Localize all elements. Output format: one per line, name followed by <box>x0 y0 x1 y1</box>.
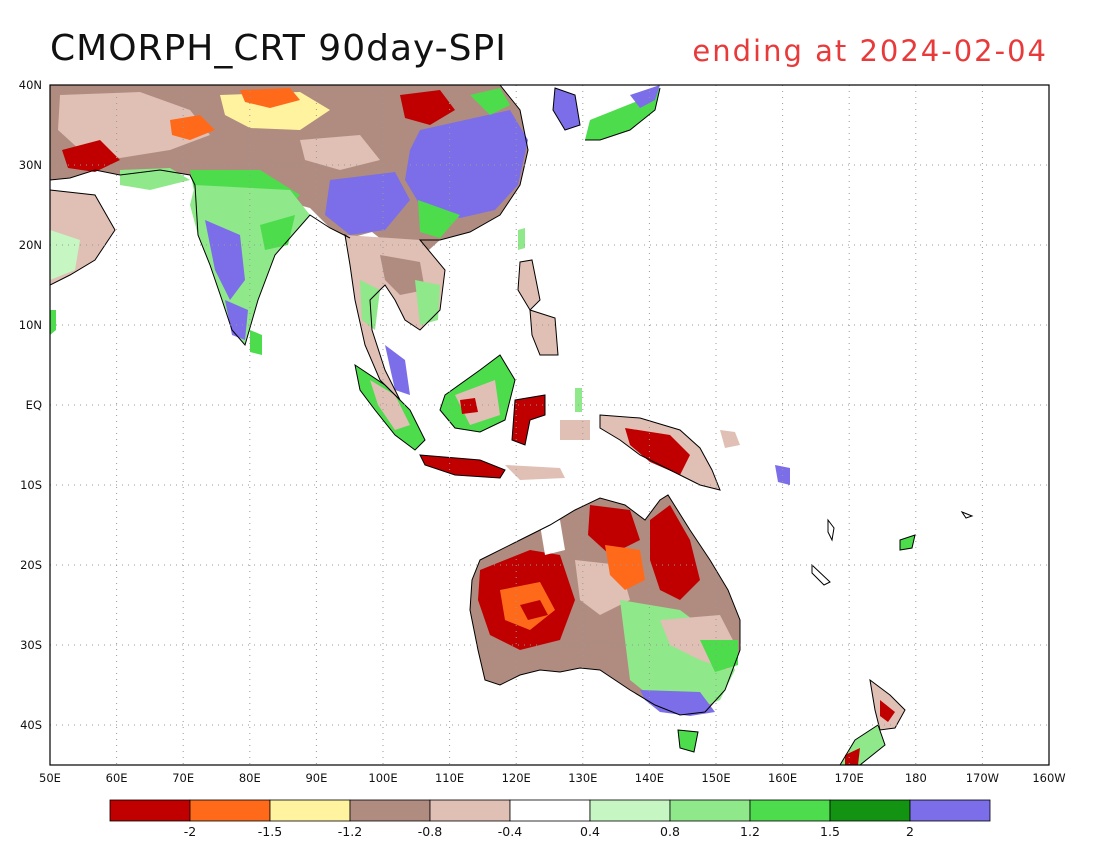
lon-tick-label: 130E <box>568 771 597 785</box>
colorbar-swatch <box>909 799 991 822</box>
lat-tick-label: 20N <box>19 238 42 252</box>
colorbar-label: 1.5 <box>820 824 840 839</box>
lon-tick-label: 150E <box>701 771 730 785</box>
lon-tick-label: 60E <box>106 771 128 785</box>
colorbar: -2 -1.5 -1.2 -0.8 -0.4 0.4 0.8 1.2 1.5 2 <box>109 799 991 839</box>
lat-tick-label: 30S <box>20 638 42 652</box>
region-philippines <box>518 260 558 355</box>
lon-tick-label: 70E <box>172 771 194 785</box>
region-japan-korea <box>518 85 660 250</box>
region-australia <box>470 495 740 752</box>
lat-tick-label: EQ <box>26 398 42 412</box>
lon-tick-label: 80E <box>239 771 261 785</box>
region-east-asia <box>50 85 528 258</box>
colorbar-label: -1.2 <box>338 824 362 839</box>
map-frame <box>49 84 1050 766</box>
latitude-labels: 40N 30N 20N 10N EQ 10S 20S 30S 40S <box>19 78 42 732</box>
lon-tick-label: 140E <box>635 771 664 785</box>
colorbar-swatch <box>429 799 511 822</box>
lat-tick-label: 40N <box>19 78 42 92</box>
colorbar-label: -2 <box>184 824 196 839</box>
lon-tick-label: 160E <box>768 771 797 785</box>
coastlines <box>50 85 974 765</box>
colorbar-swatch <box>349 799 431 822</box>
lon-tick-label: 180 <box>905 771 927 785</box>
colorbar-swatch <box>269 799 351 822</box>
colorbar-label: 0.8 <box>660 824 680 839</box>
colorbar-swatch <box>589 799 671 822</box>
region-new-zealand <box>840 680 905 765</box>
colorbar-swatch <box>669 799 751 822</box>
lat-tick-label: 10S <box>20 478 42 492</box>
region-islands <box>50 310 915 585</box>
lon-tick-label: 100E <box>368 771 397 785</box>
region-new-guinea <box>600 415 790 490</box>
colorbar-swatch <box>509 799 591 822</box>
colorbar-swatch <box>109 799 191 822</box>
region-indochina <box>345 235 445 400</box>
colorbar-label: 2 <box>906 824 914 839</box>
lon-tick-label: 120E <box>502 771 531 785</box>
lon-tick-label: 160W <box>1032 771 1065 785</box>
colorbar-label: 0.4 <box>580 824 600 839</box>
colorbar-label: -0.4 <box>498 824 522 839</box>
lon-tick-label: 170E <box>835 771 864 785</box>
region-maritime <box>355 355 590 480</box>
colorbar-swatch <box>749 799 831 822</box>
map-title: CMORPH_CRT 90day-SPI <box>50 28 507 69</box>
region-india <box>190 185 310 355</box>
colorbar-label: -0.8 <box>418 824 442 839</box>
lat-tick-label: 20S <box>20 558 42 572</box>
lat-tick-label: 40S <box>20 718 42 732</box>
colorbar-swatch <box>829 799 911 822</box>
region-arabia <box>50 190 115 285</box>
lon-tick-label: 50E <box>39 771 61 785</box>
map-subtitle-date: ending at 2024-02-04 <box>692 34 1048 68</box>
lon-tick-label: 170W <box>966 771 999 785</box>
longitude-labels: 50E 60E 70E 80E 90E 100E 110E 120E 130E 140E 150E 1… <box>39 771 1066 785</box>
lat-tick-label: 10N <box>19 318 42 332</box>
colorbar-label: -1.5 <box>258 824 282 839</box>
colorbar-swatch <box>189 799 271 822</box>
spi-shading <box>50 85 915 765</box>
lon-tick-label: 110E <box>435 771 464 785</box>
lon-tick-label: 90E <box>305 771 327 785</box>
colorbar-label: 1.2 <box>740 824 760 839</box>
lat-tick-label: 30N <box>19 158 42 172</box>
